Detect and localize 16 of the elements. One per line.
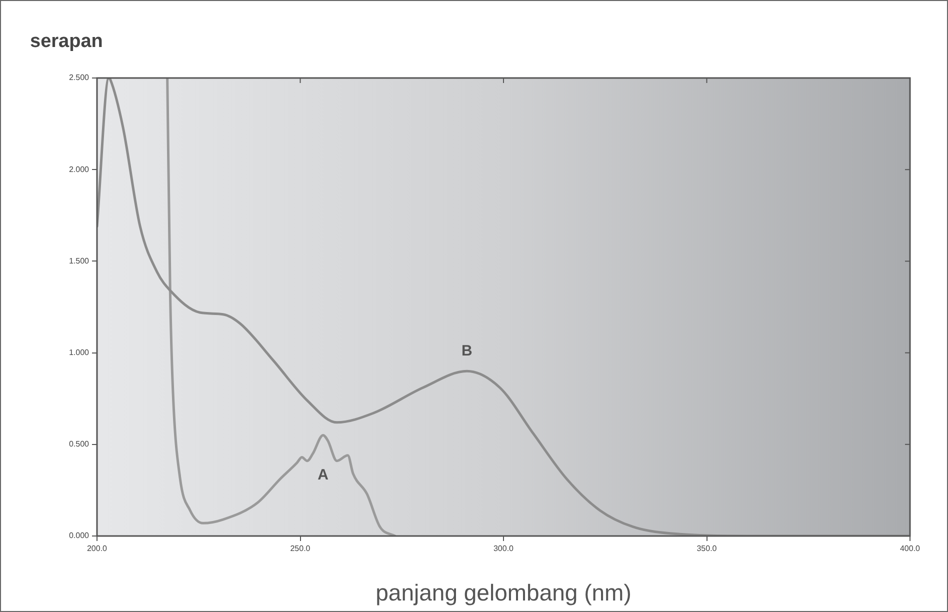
x-tick-label: 400.0 bbox=[900, 544, 921, 554]
y-tick-label: 1.500 bbox=[68, 256, 90, 266]
x-tick-label: 300.0 bbox=[493, 544, 514, 554]
y-tick-label: 0.500 bbox=[68, 440, 90, 449]
y-tick-label: 2.500 bbox=[68, 73, 90, 82]
x-axis-title: panjang gelombang (nm) bbox=[376, 580, 632, 606]
y-tick-label: 0.000 bbox=[68, 531, 90, 540]
x-tick-label: 200.0 bbox=[86, 544, 108, 554]
x-tick-label: 250.0 bbox=[290, 544, 311, 554]
y-tick-label: 1.000 bbox=[68, 348, 90, 358]
series-label: B bbox=[461, 342, 472, 360]
line-series bbox=[166, 78, 396, 536]
y-axis-title: serapan bbox=[30, 31, 103, 52]
x-tick-label: 350.0 bbox=[696, 544, 718, 554]
series-label: A bbox=[318, 466, 329, 484]
y-tick-label: 2.000 bbox=[68, 164, 90, 174]
